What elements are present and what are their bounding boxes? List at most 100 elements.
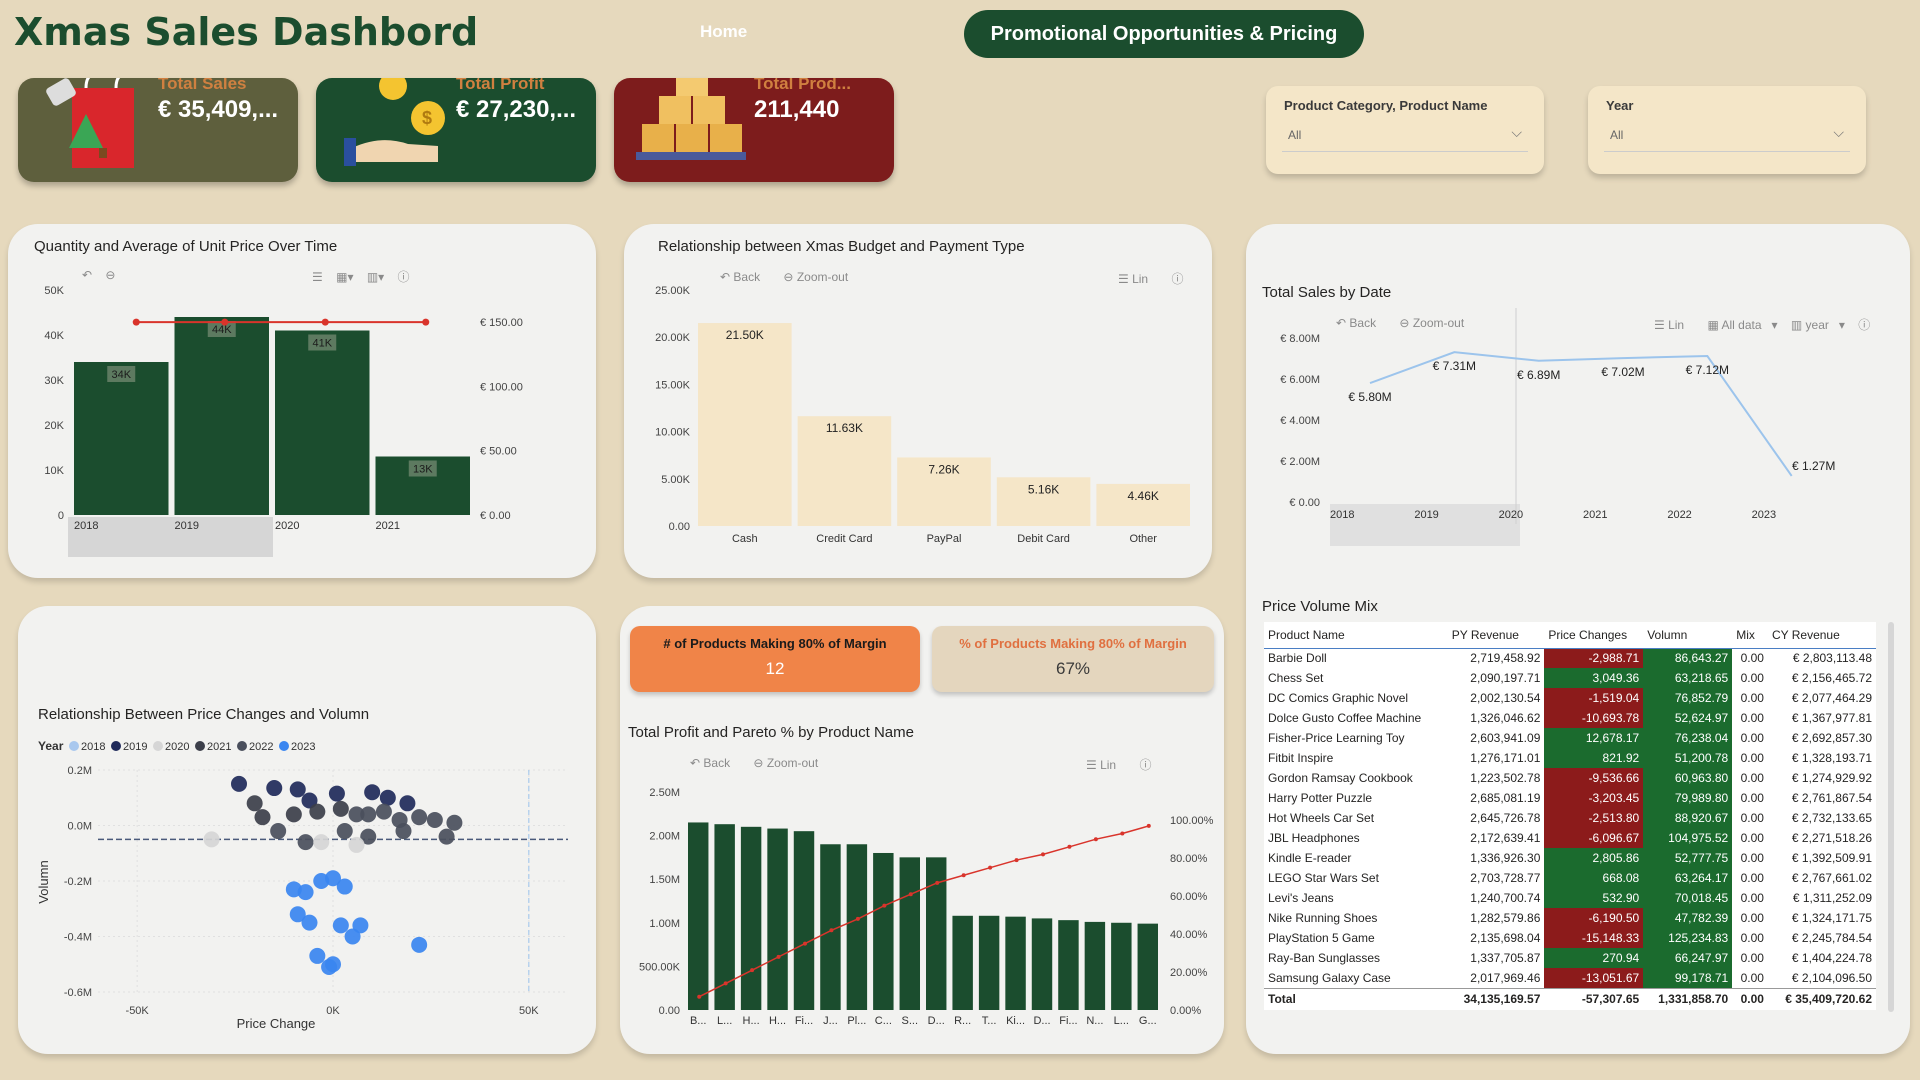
svg-text:$: $: [422, 108, 432, 128]
table-cell: € 2,271,518.26: [1791, 831, 1872, 845]
slicer-dropdown[interactable]: All ⌵: [1282, 122, 1528, 152]
x-axis-label: Price Change: [237, 1016, 316, 1031]
bar: [797, 416, 892, 526]
back-arrow-icon[interactable]: ↶: [82, 268, 93, 282]
y-tick-label: 0.0M: [68, 821, 92, 833]
x-tick-label: Credit Card: [816, 533, 872, 545]
table-cell: 12,678.17: [1544, 728, 1644, 748]
kpi-card-total-sales: Total Sales € 35,409,...: [18, 78, 298, 182]
table-row: Chess Set 2,090,197.71 3,049.36 63,218.65 0.…: [1264, 668, 1876, 688]
chevron-down-icon[interactable]: ⌵: [1833, 124, 1844, 140]
zoom-out-label: Zoom-out: [1412, 316, 1465, 330]
help-icon[interactable]: ⓘ: [1858, 318, 1871, 332]
pareto-point: [988, 865, 993, 870]
year-label: year: [1805, 318, 1829, 332]
x-tick-label: L...: [1114, 1015, 1129, 1027]
scatter-point: [360, 828, 377, 845]
table-cell: 2,645,726.78: [1470, 811, 1541, 825]
back-arrow-icon[interactable]: ↶ Back: [1336, 316, 1377, 330]
scatter-point: [289, 906, 306, 923]
back-arrow-icon[interactable]: ↶ Back: [720, 270, 761, 284]
pareto-kpi-label: # of Products Making 80% of Margin: [663, 636, 887, 651]
calendar-icon[interactable]: ▦▾: [336, 270, 354, 284]
y-tick-label: 0.00: [659, 1005, 680, 1017]
pareto-point: [803, 941, 807, 946]
help-icon[interactable]: ⓘ: [397, 270, 410, 284]
help-icon[interactable]: ⓘ: [1171, 272, 1184, 286]
list-icon[interactable]: ☰ Lin: [1654, 318, 1685, 332]
scatter-point: [321, 959, 338, 976]
pareto-point: [1146, 823, 1151, 828]
scatter-point: [328, 785, 345, 802]
table-cell: Fisher-Price Learning Toy: [1268, 731, 1405, 745]
data-label-bg: [308, 334, 337, 351]
table-cell: -10,693.78: [1544, 708, 1644, 728]
slicer-dropdown[interactable]: All ⌵: [1604, 122, 1850, 152]
data-label-bg: [408, 460, 437, 477]
legend-marker: [69, 741, 79, 751]
column-header[interactable]: Price Changes: [1544, 622, 1644, 649]
slicer-year[interactable]: Year All ⌵: [1588, 86, 1866, 174]
column-header[interactable]: Mix: [1732, 622, 1768, 649]
zoom-out-icon[interactable]: ⊖ Zoom-out: [753, 756, 819, 770]
bar-chart-icon[interactable]: ▥ year ▾: [1790, 318, 1845, 332]
nav-promotional-button[interactable]: Promotional Opportunities & Pricing: [964, 10, 1364, 58]
table-cell: 0.00: [1740, 791, 1764, 805]
table-cell: 0.00: [1740, 731, 1764, 745]
chart-toolbar-right: ☰ Lin ⓘ: [1118, 270, 1193, 287]
table-cell: 0.00: [1732, 987, 1768, 1010]
x-tick-label: Other: [1129, 533, 1157, 545]
table-row: Ray-Ban Sunglasses 1,337,705.87 270.94 66,2…: [1264, 948, 1876, 968]
legend-label: 2022: [249, 741, 273, 753]
table-cell: -1,519.04: [1544, 688, 1644, 708]
scatter-point: [231, 775, 247, 792]
bar-chart-icon[interactable]: ▥▾: [366, 270, 385, 284]
table-cell: 0.00: [1740, 811, 1764, 825]
table-cell: 1,223,502.78: [1470, 771, 1541, 785]
calendar-icon[interactable]: ▦ All data ▾: [1707, 318, 1778, 332]
chevron-down-icon[interactable]: ⌵: [1511, 124, 1522, 140]
nav-home-button[interactable]: Home: [700, 22, 748, 41]
column-header[interactable]: Product Name: [1264, 622, 1448, 649]
table-cell: 3,049.36: [1544, 668, 1644, 688]
x-tick-label: 2018: [1330, 509, 1354, 521]
scatter-point: [313, 834, 330, 851]
table-cell: 0.00: [1740, 751, 1764, 765]
lin-label: Lin: [1100, 758, 1117, 772]
table-cell: 2,719,458.92: [1470, 651, 1541, 666]
bar: [952, 915, 973, 1010]
x-tick-label: T...: [982, 1015, 997, 1027]
zoom-out-icon[interactable]: ⊖ Zoom-out: [783, 270, 849, 284]
table-cell: -9,536.66: [1544, 768, 1644, 788]
y2-tick-label: 60.00%: [1170, 891, 1208, 903]
pareto-kpi-percent: % of Products Making 80% of Margin 67%: [932, 626, 1214, 692]
bar: [1137, 923, 1158, 1010]
scatter-point: [411, 809, 428, 826]
zoom-out-icon[interactable]: ⊖ Zoom-out: [1399, 316, 1465, 330]
x-tick-label: PayPal: [927, 533, 962, 545]
column-header[interactable]: Volumn: [1643, 622, 1733, 649]
table-cell: 2,805.86: [1544, 848, 1644, 868]
list-icon[interactable]: ☰ Lin: [1086, 758, 1117, 772]
bar: [820, 844, 841, 1010]
list-icon[interactable]: ☰: [312, 270, 323, 284]
list-icon[interactable]: ☰ Lin: [1118, 272, 1149, 286]
table-row: Fitbit Inspire 1,276,171.01 821.92 51,200.7…: [1264, 748, 1876, 768]
column-header[interactable]: PY Revenue: [1447, 622, 1545, 649]
table-cell: € 1,274,929.92: [1791, 771, 1872, 785]
x-tick-label: 2023: [1752, 509, 1776, 521]
column-header[interactable]: CY Revenue: [1767, 622, 1876, 649]
zoom-out-icon[interactable]: ⊖: [105, 268, 116, 282]
slicer-product-category[interactable]: Product Category, Product Name All ⌵: [1266, 86, 1544, 174]
table-cell: 0.00: [1740, 911, 1764, 925]
table-cell: 0.00: [1740, 651, 1764, 666]
back-arrow-icon[interactable]: ↶ Back: [690, 756, 731, 770]
bar: [899, 857, 920, 1010]
kpi-label: Total Profit: [456, 78, 545, 93]
table-scrollbar[interactable]: [1888, 622, 1894, 1012]
table-cell: 0.00: [1740, 771, 1764, 785]
help-icon[interactable]: ⓘ: [1139, 758, 1152, 772]
table-cell: Barbie Doll: [1268, 651, 1327, 666]
kpi-label: Total Sales: [158, 78, 247, 93]
table-cell: -6,190.50: [1544, 908, 1644, 928]
